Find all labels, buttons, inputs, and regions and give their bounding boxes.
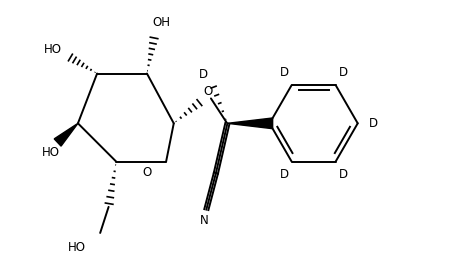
- Polygon shape: [227, 118, 273, 129]
- Text: HO: HO: [42, 146, 60, 159]
- Text: O: O: [204, 85, 213, 98]
- Text: D: D: [280, 168, 289, 181]
- Text: HO: HO: [68, 241, 86, 254]
- Text: D: D: [338, 66, 348, 79]
- Text: D: D: [338, 168, 348, 181]
- Polygon shape: [54, 123, 78, 146]
- Text: HO: HO: [44, 43, 62, 56]
- Text: O: O: [143, 166, 152, 179]
- Text: OH: OH: [152, 17, 170, 29]
- Text: D: D: [369, 117, 378, 130]
- Text: N: N: [200, 214, 209, 227]
- Text: D: D: [280, 66, 289, 79]
- Text: D: D: [199, 68, 208, 81]
